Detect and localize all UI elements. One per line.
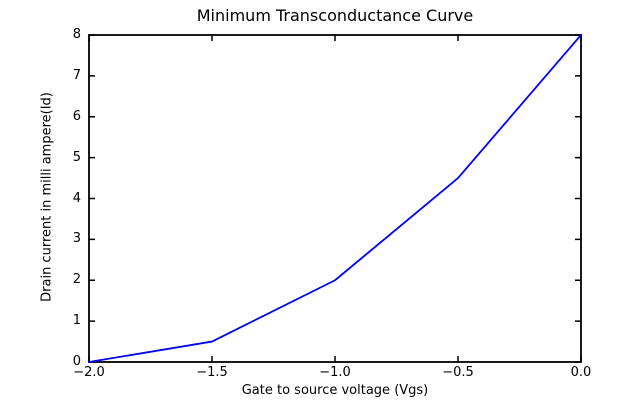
y-tick-label: 4 [72, 190, 81, 206]
x-tick-label: 0.0 [570, 365, 592, 380]
axes-frame [88, 34, 582, 363]
data-line [87, 33, 583, 364]
y-tick-label: 8 [72, 27, 81, 42]
x-tick-label: −1.5 [196, 365, 228, 380]
y-tick-label: 2 [72, 272, 81, 288]
y-tick-label: 0 [72, 354, 81, 369]
chart-title: Minimum Transconductance Curve [196, 6, 474, 25]
x-axis-label: Gate to source voltage (Vgs) [241, 383, 429, 398]
y-tick-label: 7 [72, 67, 81, 83]
x-tick-label: −0.5 [442, 365, 474, 380]
x-tick-label: −2.0 [73, 365, 105, 380]
y-tick-label: 5 [72, 149, 81, 165]
y-tick-label: 3 [72, 231, 81, 247]
x-tick-label: −1.0 [319, 365, 351, 380]
y-tick-label: 6 [72, 108, 81, 124]
y-tick-label: 1 [72, 313, 81, 329]
